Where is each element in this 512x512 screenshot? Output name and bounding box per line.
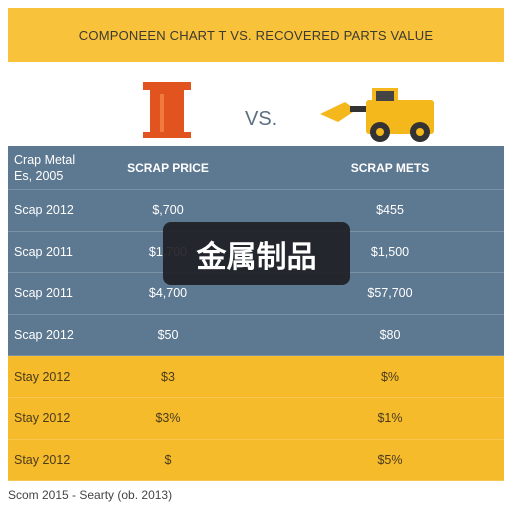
column-header: SCRAP PRICE <box>127 160 209 175</box>
table-cell: $ <box>164 452 172 467</box>
table-cell: $80 <box>379 328 401 343</box>
table-cell: Stay 2012 <box>14 369 71 384</box>
title: COMPONEEN CHART T VS. RECOVERED PARTS VA… <box>78 27 434 43</box>
table-row: Stay 2012 $ $5% <box>8 439 504 482</box>
table-cell: Scap 2011 <box>14 244 73 259</box>
table-cell: $3% <box>155 411 181 426</box>
scrap-icon <box>143 82 191 138</box>
table-cell: Scap 2012 <box>14 203 74 218</box>
table-cell: Stay 2012 <box>14 411 71 426</box>
table-cell: $3 <box>161 369 175 384</box>
table: Crap Metal Es, 2005 SCRAP PRICE SCRAP METS… <box>8 146 504 482</box>
table-cell: $% <box>380 369 400 384</box>
overlay-label: 金属制品 <box>163 222 350 285</box>
table-cell: $5% <box>377 452 403 467</box>
table-cell: $4,700 <box>148 286 188 301</box>
table-row: Stay 2012 $3% $1% <box>8 397 504 440</box>
table-cell: $,700 <box>152 203 184 218</box>
header-row: Crap Metal Es, 2005 SCRAP PRICE SCRAP METS <box>8 146 504 190</box>
footer-source: Scom 2015 - Searty (ob. 2013) <box>8 488 173 502</box>
vs-label: VS. <box>245 108 278 130</box>
table-cell: Stay 2012 <box>14 452 71 467</box>
table-cell: Scap 2011 <box>14 286 73 301</box>
table-cell: $1,500 <box>370 244 410 259</box>
loader-icon <box>320 88 434 142</box>
table-cell: $57,700 <box>367 286 413 301</box>
column-header: SCRAP METS <box>350 160 430 175</box>
table-cell: $50 <box>157 328 179 343</box>
table-cell: $455 <box>376 203 404 218</box>
table-cell: $1% <box>377 411 403 426</box>
table-row: Scap 2012 $50 $80 <box>8 314 504 357</box>
table-cell: Scap 2012 <box>14 328 74 343</box>
icons <box>143 82 434 142</box>
table-row: Stay 2012 $3 $% <box>8 356 504 398</box>
column-header: Crap Metal Es, 2005 <box>14 152 76 183</box>
banner: COMPONEEN CHART T VS. RECOVERED PARTS VA… <box>8 8 504 62</box>
